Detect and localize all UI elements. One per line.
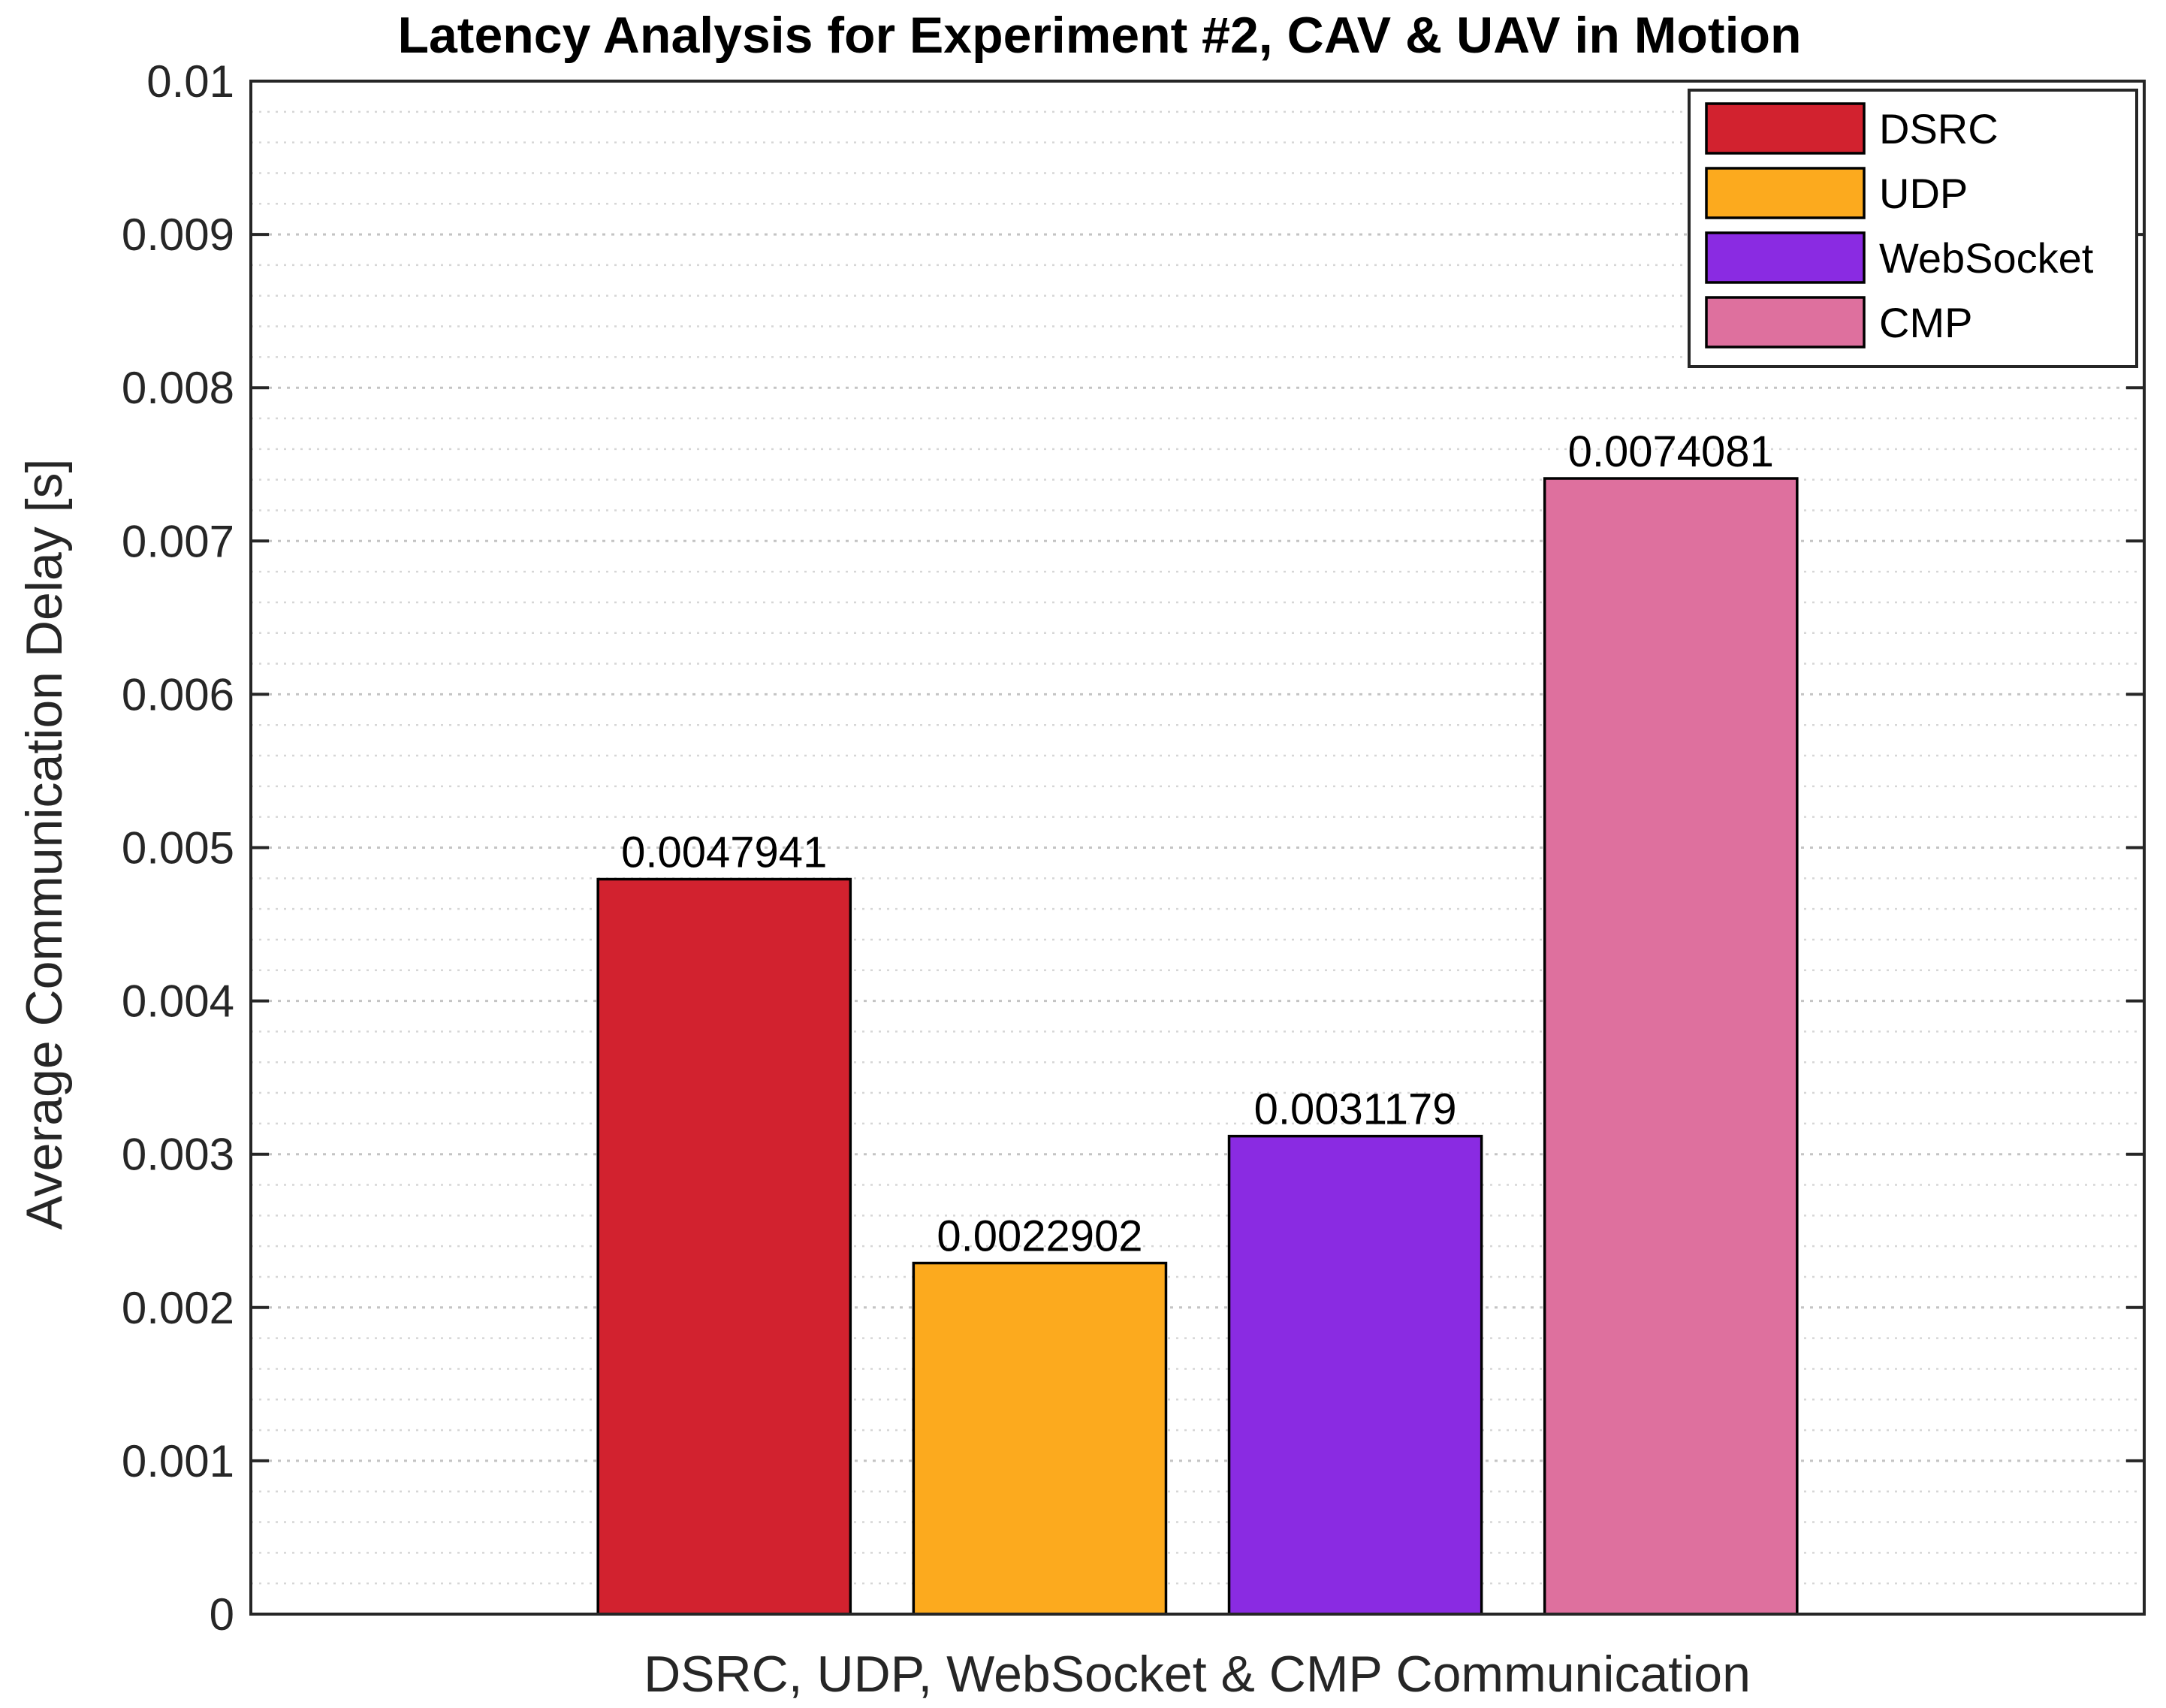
y-tick-label: 0.001 [122,1436,234,1486]
y-tick-label: 0.009 [122,210,234,260]
legend-label-cmp: CMP [1879,299,1972,346]
x-axis-label: DSRC, UDP, WebSocket & CMP Communication [644,1646,1751,1703]
y-tick-label: 0.008 [122,363,234,413]
y-tick-label: 0.004 [122,976,234,1027]
bar-websocket [1227,1134,1483,1616]
data-label-websocket: 0.0031179 [1254,1085,1457,1134]
data-label-cmp: 0.0074081 [1568,427,1774,476]
y-tick-label: 0.002 [122,1283,234,1333]
y-tick-label: 0 [210,1589,234,1640]
bar-group [596,477,1799,1616]
y-tick-label: 0.007 [122,516,234,566]
legend-label-udp: UDP [1879,170,1968,217]
legend: DSRC UDP WebSocket CMP [1688,89,2138,368]
chart-title: Latency Analysis for Experiment #2, CAV … [397,7,1801,64]
legend-swatch-websocket [1705,231,1866,284]
y-tick-label: 0.01 [146,56,234,107]
data-label-group: 0.0047941 0.0022902 0.0031179 0.0074081 [621,427,1774,1261]
bar-udp [912,1261,1168,1616]
legend-swatch-dsrc [1705,102,1866,155]
y-tick-label: 0.006 [122,669,234,720]
legend-swatch-udp [1705,167,1866,219]
legend-label-websocket: WebSocket [1879,234,2094,282]
legend-swatch-cmp [1705,296,1866,349]
data-label-udp: 0.0022902 [937,1212,1142,1261]
bar-dsrc [596,877,852,1616]
y-axis-label: Average Communication Delay [s] [16,459,73,1230]
y-tick-label: 0.003 [122,1130,234,1180]
bar-cmp [1543,477,1799,1616]
data-label-dsrc: 0.0047941 [621,828,827,877]
y-tick-label: 0.005 [122,823,234,874]
grid-lines [251,110,2144,1585]
y-axis-ticks: 0 0.001 0.002 0.003 0.004 0.005 0.006 0.007 0.00… [122,56,2144,1640]
legend-label-dsrc: DSRC [1879,105,1999,152]
